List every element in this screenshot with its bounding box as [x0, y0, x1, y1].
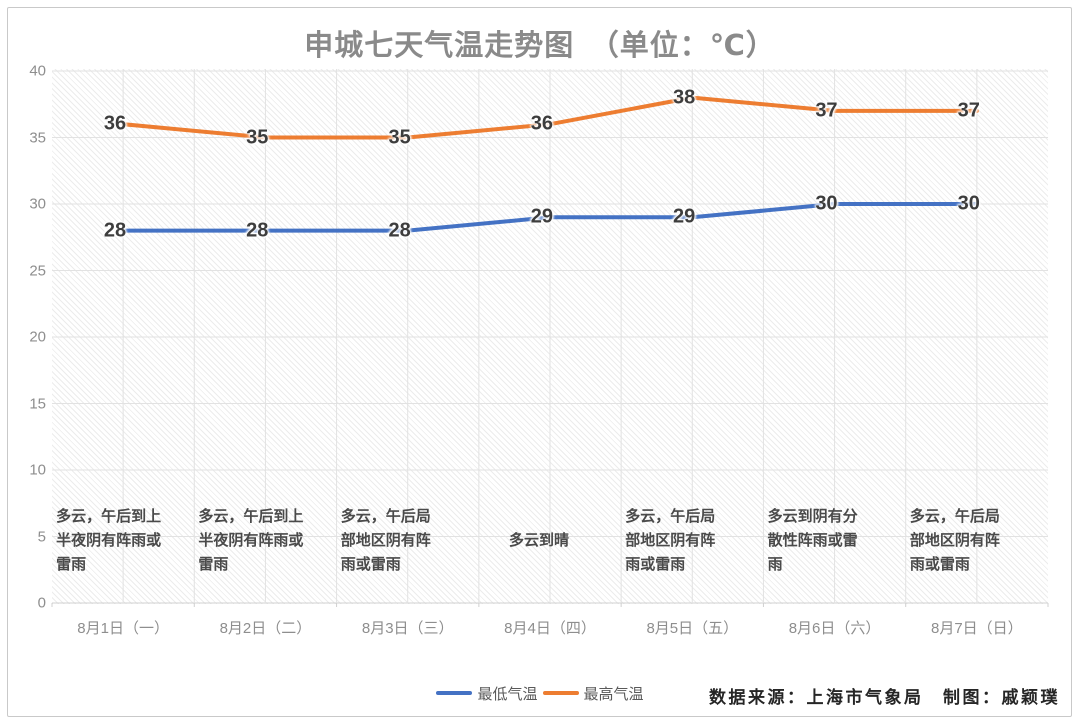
data-label: 37: [815, 99, 838, 122]
legend-line-swatch: [436, 691, 473, 695]
y-axis-tick-label: 40: [29, 62, 46, 80]
y-axis-tick-label: 20: [29, 328, 46, 346]
data-label: 36: [530, 112, 553, 135]
weather-annotation: 多云，午后局 部地区阴有阵 雨或雷雨: [340, 508, 431, 573]
y-axis-tick-label: 25: [29, 262, 46, 279]
legend-label: 最高气温: [583, 685, 644, 703]
data-label: 35: [388, 126, 411, 148]
series-line-最低气温: [121, 202, 979, 233]
data-label: 30: [957, 192, 980, 215]
chart-legend: 最低气温 最高气温: [0, 683, 1080, 704]
weather-annotation: 多云到晴: [508, 532, 569, 549]
y-axis-tick-label: 0: [37, 594, 46, 612]
x-axis-label: 8月2日（二）: [219, 620, 312, 637]
weather-annotation: 多云到阴有分 散性阵雨或雷 雨: [767, 508, 858, 573]
weather-annotation: 多云，午后局 部地区阴有阵 雨或雷雨: [909, 508, 1000, 573]
legend-label: 最低气温: [477, 685, 538, 703]
x-axis-label: 8月4日（四）: [504, 620, 596, 637]
data-label: 37: [957, 99, 980, 122]
x-axis-label: 8月7日（日）: [931, 620, 1023, 637]
y-axis-tick-label: 5: [37, 528, 46, 545]
y-axis-tick-label: 35: [29, 129, 46, 146]
weather-annotation: 多云，午后到上 半夜阴有阵雨或 雷雨: [198, 508, 304, 573]
data-label: 28: [388, 219, 411, 242]
data-label: 28: [103, 219, 127, 242]
weather-annotation: 多云，午后到上 半夜阴有阵雨或 雷雨: [56, 508, 162, 573]
legend-item: 最高气温: [542, 683, 644, 704]
chart-title: 申城七天气温走势图 （单位：℃）: [304, 30, 776, 62]
data-label: 35: [246, 126, 269, 148]
series-line-最高气温: [121, 95, 979, 140]
data-label: 29: [530, 205, 553, 228]
x-axis-label: 8月5日（五）: [646, 620, 739, 637]
x-axis-label: 8月6日（六）: [788, 620, 881, 637]
legend-line-swatch: [542, 691, 579, 695]
legend-item: 最低气温: [436, 683, 538, 704]
x-axis-label: 8月3日（三）: [361, 620, 454, 637]
data-label: 30: [815, 192, 838, 215]
y-axis-tick-label: 10: [29, 461, 46, 479]
weather-annotation: 多云，午后局 部地区阴有阵 雨或雷雨: [625, 508, 716, 573]
attribution-text: 数据来源：上海市气象局 制图：戚颖璞: [709, 688, 1060, 707]
x-axis-label: 8月1日（一）: [77, 620, 169, 637]
data-label: 28: [246, 219, 269, 242]
data-label: 29: [673, 205, 696, 228]
y-axis-tick-label: 30: [29, 195, 46, 213]
data-label: 36: [103, 112, 127, 135]
y-axis-tick-label: 15: [29, 395, 46, 412]
data-label: 38: [673, 86, 696, 109]
